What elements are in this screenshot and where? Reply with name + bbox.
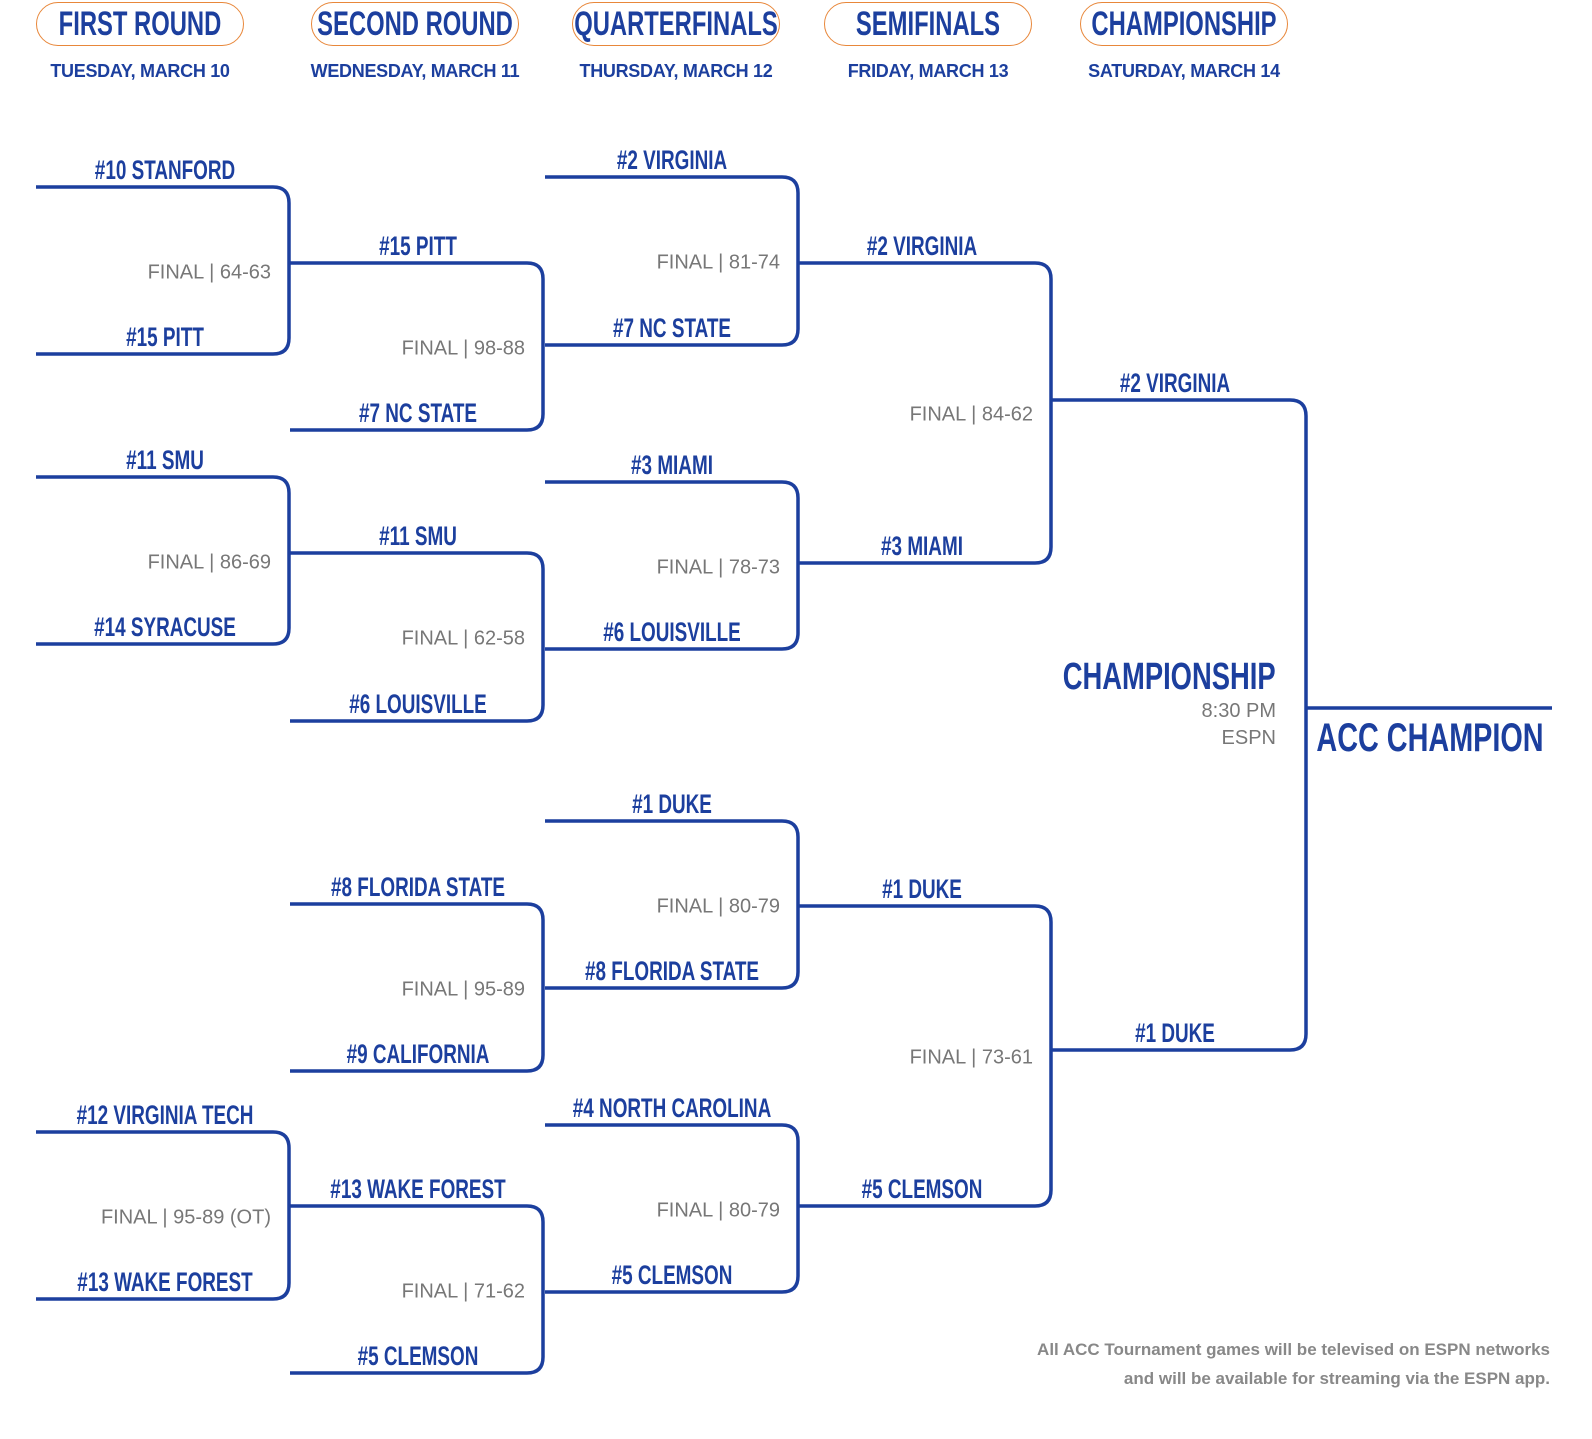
matchup-bracket-line: [290, 1204, 545, 1375]
matchup-bracket-line: [36, 1130, 291, 1301]
team-label: #8 FLORIDA STATE: [331, 872, 505, 902]
team-label: #3 MIAMI: [881, 531, 963, 561]
championship-title: CHAMPIONSHIP: [1063, 656, 1276, 698]
team-label: #10 STANFORD: [94, 155, 236, 185]
round-header-pill: [572, 2, 780, 46]
game-score: FINAL | 80-79: [656, 895, 780, 917]
round-title: QUARTERFINALS: [574, 5, 778, 43]
round-title: SECOND ROUND: [317, 5, 513, 43]
round-date: SATURDAY, MARCH 14: [1088, 61, 1280, 81]
game-score: FINAL | 84-62: [909, 403, 1033, 426]
matchup-bracket-line: [799, 261, 1053, 565]
team-label: #2 VIRGINIA: [1119, 368, 1231, 398]
matchup-bracket-line: [290, 261, 545, 432]
round-title: SEMIFINALS: [855, 5, 1001, 43]
broadcast-note: All ACC Tournament games will be televis…: [1037, 1335, 1550, 1393]
game-score: FINAL | 73-61: [909, 1046, 1033, 1069]
matchup-bracket-line: [545, 175, 800, 347]
acc-champion-label: ACC CHAMPION: [1316, 716, 1544, 760]
team-label: #4 NORTH CAROLINA: [572, 1093, 772, 1123]
team-label: #11 SMU: [126, 445, 204, 475]
team-label: #3 MIAMI: [631, 450, 713, 480]
team-label: #2 VIRGINIA: [616, 145, 728, 175]
game-score: FINAL | 98-88: [401, 337, 525, 359]
team-label: #6 LOUISVILLE: [603, 617, 741, 647]
matchup-bracket-line: [545, 819, 800, 990]
team-label: #13 WAKE FOREST: [77, 1267, 253, 1297]
round-title: FIRST ROUND: [58, 5, 222, 43]
broadcast-note-line2: and will be available for streaming via …: [1123, 1369, 1550, 1388]
game-score: FINAL | 78-73: [656, 556, 780, 578]
team-label: #7 NC STATE: [359, 398, 477, 428]
matchup-bracket-line: [36, 475, 291, 646]
matchup-bracket-line: [290, 551, 545, 723]
matchup-bracket-line: [799, 904, 1053, 1208]
team-label: #1 DUKE: [1135, 1018, 1215, 1048]
team-label: #14 SYRACUSE: [94, 612, 236, 642]
team-label: #7 NC STATE: [613, 313, 731, 343]
round-date: FRIDAY, MARCH 13: [847, 61, 1009, 81]
game-score: FINAL | 80-79: [656, 1199, 780, 1221]
matchup-bracket-line: [1052, 398, 1308, 1052]
championship-network: ESPN: [1221, 727, 1276, 749]
round-header-pill: [1080, 2, 1288, 46]
game-score: FINAL | 95-89: [401, 978, 525, 1000]
team-label: #6 LOUISVILLE: [349, 689, 487, 719]
round-header-pill: [824, 2, 1032, 46]
team-label: #15 PITT: [379, 231, 457, 261]
team-label: #2 VIRGINIA: [866, 231, 978, 261]
team-label: #5 CLEMSON: [861, 1174, 983, 1204]
matchup-bracket-line: [545, 480, 800, 651]
team-label: #5 CLEMSON: [357, 1341, 479, 1371]
round-date: THURSDAY, MARCH 12: [579, 61, 773, 81]
game-score: FINAL | 81-74: [656, 251, 780, 274]
team-label: #15 PITT: [126, 322, 204, 352]
team-label: #11 SMU: [379, 521, 457, 551]
round-date: WEDNESDAY, MARCH 11: [310, 61, 520, 81]
game-score: FINAL | 71-62: [401, 1280, 525, 1302]
team-label: #5 CLEMSON: [611, 1260, 733, 1290]
team-label: #8 FLORIDA STATE: [585, 956, 759, 986]
game-score: FINAL | 86-69: [147, 551, 271, 573]
matchup-bracket-line: [290, 902, 545, 1073]
round-date: TUESDAY, MARCH 10: [50, 61, 230, 81]
team-label: #1 DUKE: [632, 789, 712, 819]
game-score: FINAL | 64-63: [147, 261, 271, 283]
broadcast-note-line1: All ACC Tournament games will be televis…: [1037, 1340, 1550, 1359]
team-label: #12 VIRGINIA TECH: [76, 1100, 254, 1130]
round-header-pill: [36, 2, 244, 46]
team-label: #9 CALIFORNIA: [346, 1039, 490, 1069]
matchup-bracket-line: [36, 185, 291, 356]
round-title: CHAMPIONSHIP: [1091, 5, 1277, 43]
championship-time: 8:30 PM: [1201, 700, 1276, 722]
team-label: #1 DUKE: [882, 874, 962, 904]
team-label: #13 WAKE FOREST: [330, 1174, 506, 1204]
round-header-pill: [311, 2, 519, 46]
game-score: FINAL | 62-58: [401, 627, 525, 650]
game-score: FINAL | 95-89 (OT): [100, 1206, 271, 1228]
matchup-bracket-line: [545, 1123, 800, 1294]
